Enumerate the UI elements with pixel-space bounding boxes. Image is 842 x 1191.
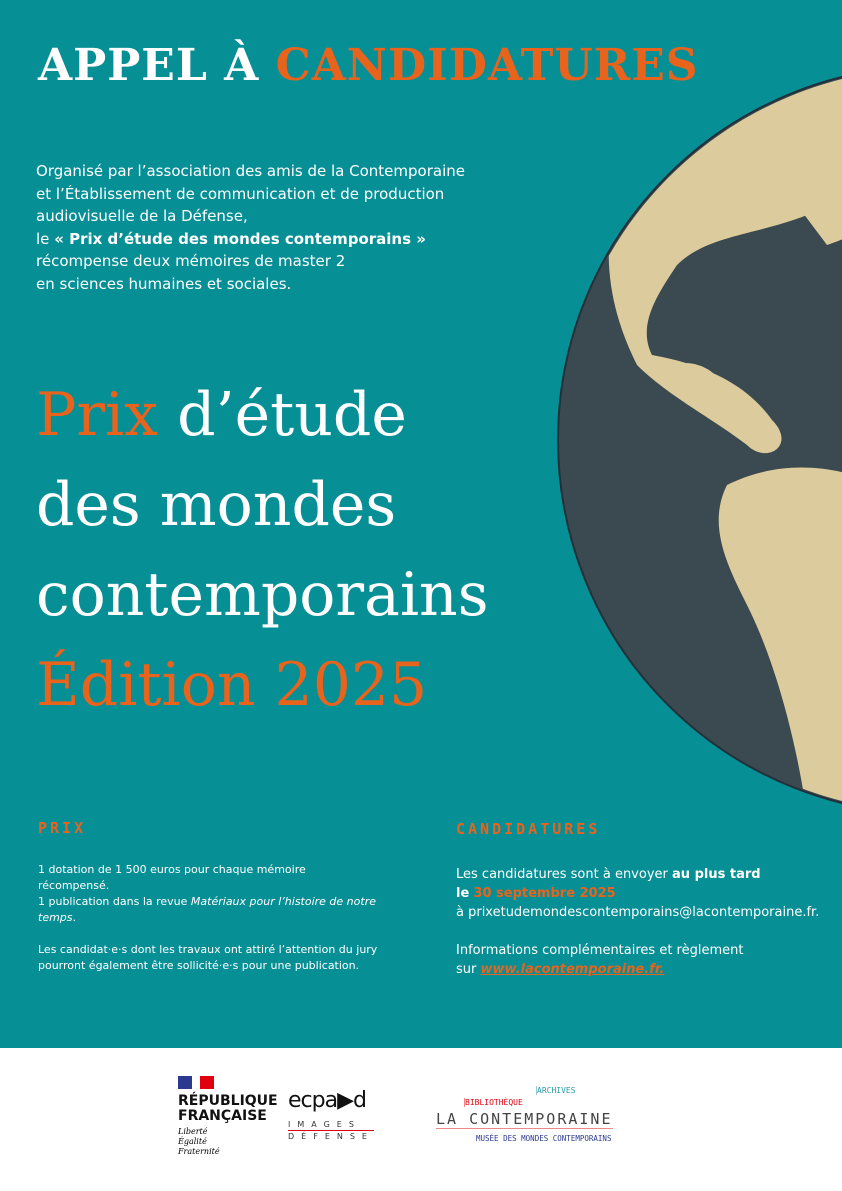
poster: APPEL À CANDIDATURES Organisé par l’asso… — [0, 0, 842, 1048]
intro-line: audiovisuelle de la Défense, — [36, 207, 248, 225]
lac-musee: MUSÉE DES MONDES CONTEMPORAINS — [476, 1134, 612, 1143]
intro-line: Organisé par l’association des amis de l… — [36, 162, 465, 180]
title-orange: CANDIDATURES — [275, 40, 699, 91]
footer-logos — [0, 1048, 842, 1191]
motto: Liberté — [178, 1127, 208, 1136]
lac-archives: ARCHIVES — [536, 1086, 576, 1095]
lac-name: LA CONTEMPORAINE — [436, 1110, 613, 1129]
motto: Fraternité — [178, 1147, 220, 1156]
text: sur — [456, 962, 477, 977]
prize-name: « Prix d’étude des mondes contemporains … — [54, 229, 426, 248]
deadline-date: 30 septembre 2025 — [473, 886, 616, 901]
rf-motto: Liberté Égalité Fraternité — [178, 1127, 263, 1157]
prix-section: PRIX 1 dotation de 1 500 euros pour chaq… — [38, 820, 378, 974]
title-white: APPEL À — [38, 40, 260, 91]
prix-line: 1 dotation de 1 500 euros pour chaque mé… — [38, 863, 306, 892]
website-link[interactable]: www.lacontemporaine.fr. — [480, 962, 665, 977]
text: au plus tard — [672, 867, 761, 882]
republique-francaise-logo: RÉPUBLIQUE FRANÇAISE Liberté Égalité Frate… — [178, 1076, 278, 1157]
text: . — [72, 911, 77, 924]
text: Informations complémentaires et règlemen… — [456, 943, 744, 958]
headline-prix: Prix — [36, 380, 159, 450]
motto: Égalité — [178, 1137, 207, 1146]
ecpad-sub: IMAGES — [288, 1119, 374, 1131]
lac-bibliotheque: BIBLIOTHÈQUE — [464, 1098, 523, 1107]
intro-line: en sciences humaines et sociales. — [36, 274, 292, 293]
intro-text-part: le — [36, 229, 50, 248]
email-address[interactable]: à prixetudemondescontemporains@lacontemp… — [456, 905, 820, 920]
text: Les candidatures sont à envoyer — [456, 867, 668, 882]
text: le — [456, 886, 470, 901]
headline: Prix d’étude des mondes contemporains Éd… — [36, 370, 489, 730]
intro-line: récompense deux mémoires de master 2 — [36, 252, 346, 270]
ecpad-name: ecpa▶d — [288, 1088, 367, 1113]
text: 1 publication dans la revue — [38, 895, 188, 908]
headline-edition: Édition 2025 — [36, 650, 428, 720]
page-title: APPEL À CANDIDATURES — [38, 40, 699, 91]
intro-line: le « Prix d’étude des mondes contemporai… — [36, 228, 516, 251]
globe-illustration — [557, 68, 842, 812]
prix-paragraph: Les candidat·e·s dont les travaux ont at… — [38, 943, 378, 972]
la-contemporaine-logo: ARCHIVES BIBLIOTHÈQUE LA CONTEMPORAINE M… — [436, 1086, 666, 1146]
ecpad-sub: DÉFENSE — [288, 1132, 374, 1141]
candidatures-heading: CANDIDATURES — [456, 820, 601, 838]
intro-line: et l’Établissement de communication et d… — [36, 184, 445, 203]
headline-text: d’étude — [177, 380, 407, 450]
revue-title: Matériaux pour l’histoire de notre temps — [38, 895, 376, 924]
candidatures-section: CANDIDATURES Les candidatures sont à env… — [456, 820, 836, 979]
prix-heading: PRIX — [38, 819, 87, 837]
rf-name: RÉPUBLIQUE FRANÇAISE — [178, 1093, 278, 1124]
headline-text: contemporains — [36, 560, 489, 630]
headline-text: des mondes — [36, 470, 397, 540]
flag-icon — [178, 1076, 214, 1089]
intro-text: Organisé par l’association des amis de l… — [36, 160, 516, 295]
ecpad-logo: ecpa▶d IMAGES DÉFENSE — [288, 1088, 374, 1142]
prix-line: 1 publication dans la revue Matériaux po… — [38, 894, 378, 926]
